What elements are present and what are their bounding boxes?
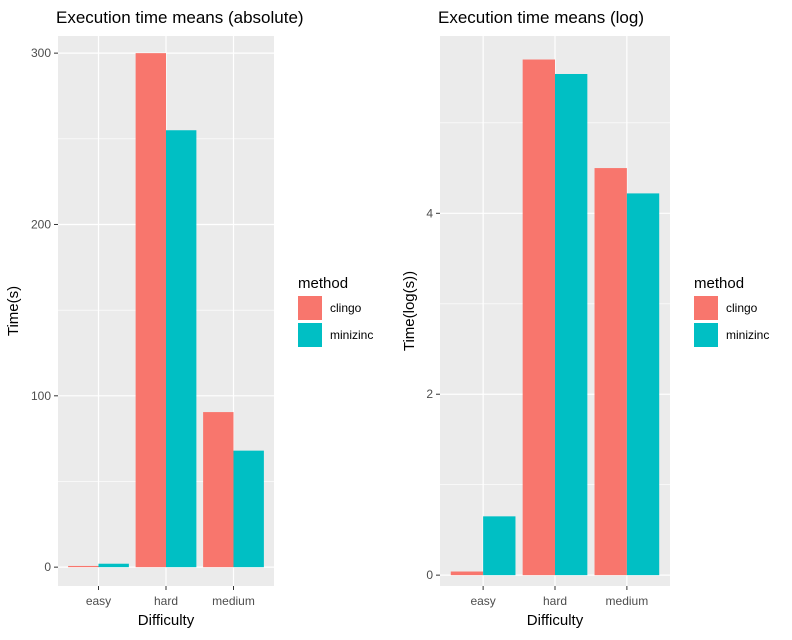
y-tick-label: 4: [426, 206, 433, 220]
x-tick-label: easy: [86, 594, 111, 608]
bar-minizinc-medium: [233, 450, 264, 568]
bar-minizinc-easy: [98, 563, 129, 568]
x-tick-label: easy: [470, 594, 495, 608]
y-tick-label: 2: [426, 387, 433, 401]
chart-title: Execution time means (log): [438, 8, 644, 27]
legend-key-minizinc: [298, 323, 322, 347]
x-axis-title: Difficulty: [138, 612, 195, 629]
bar-minizinc-easy: [483, 516, 516, 576]
legend-title: method: [298, 275, 348, 292]
y-axis-title: Time(log(s)): [401, 271, 418, 351]
bar-clingo-hard: [135, 53, 166, 568]
y-tick-label: 300: [31, 46, 51, 60]
bar-clingo-medium: [203, 412, 234, 568]
chart-1: 0 100 200 300 easy hard medium Execution time m…: [5, 8, 373, 629]
chart-2: 0 2 4 easy hard medium Execution time means (l…: [401, 8, 769, 629]
legend-label-clingo: clingo: [330, 301, 362, 315]
legend-label-minizinc: minizinc: [726, 328, 769, 342]
legend: method clingo minizinc: [298, 275, 373, 347]
x-tick-label: hard: [154, 594, 178, 608]
y-tick-label: 0: [426, 568, 433, 582]
legend-key-clingo: [298, 296, 322, 320]
bar-clingo-easy: [68, 565, 99, 568]
legend: method clingo minizinc: [694, 275, 769, 347]
y-tick-label: 100: [31, 389, 51, 403]
legend-label-minizinc: minizinc: [330, 328, 373, 342]
bar-minizinc-hard: [166, 130, 197, 568]
bar-clingo-easy: [450, 571, 484, 576]
bar-clingo-hard: [522, 59, 555, 576]
y-tick-label: 0: [44, 560, 51, 574]
x-tick-label: medium: [212, 594, 255, 608]
bar-minizinc-medium: [626, 193, 660, 576]
y-tick-label: 200: [31, 217, 51, 231]
y-axis-title: Time(s): [5, 286, 22, 336]
legend-title: method: [694, 275, 744, 292]
bar-minizinc-hard: [555, 73, 588, 576]
x-tick-label: medium: [606, 594, 649, 608]
legend-key-clingo: [694, 296, 718, 320]
x-tick-label: hard: [543, 594, 567, 608]
legend-key-minizinc: [694, 323, 718, 347]
bar-clingo-medium: [594, 168, 627, 576]
legend-label-clingo: clingo: [726, 301, 758, 315]
x-axis-title: Difficulty: [527, 612, 584, 629]
chart-title: Execution time means (absolute): [56, 8, 304, 27]
